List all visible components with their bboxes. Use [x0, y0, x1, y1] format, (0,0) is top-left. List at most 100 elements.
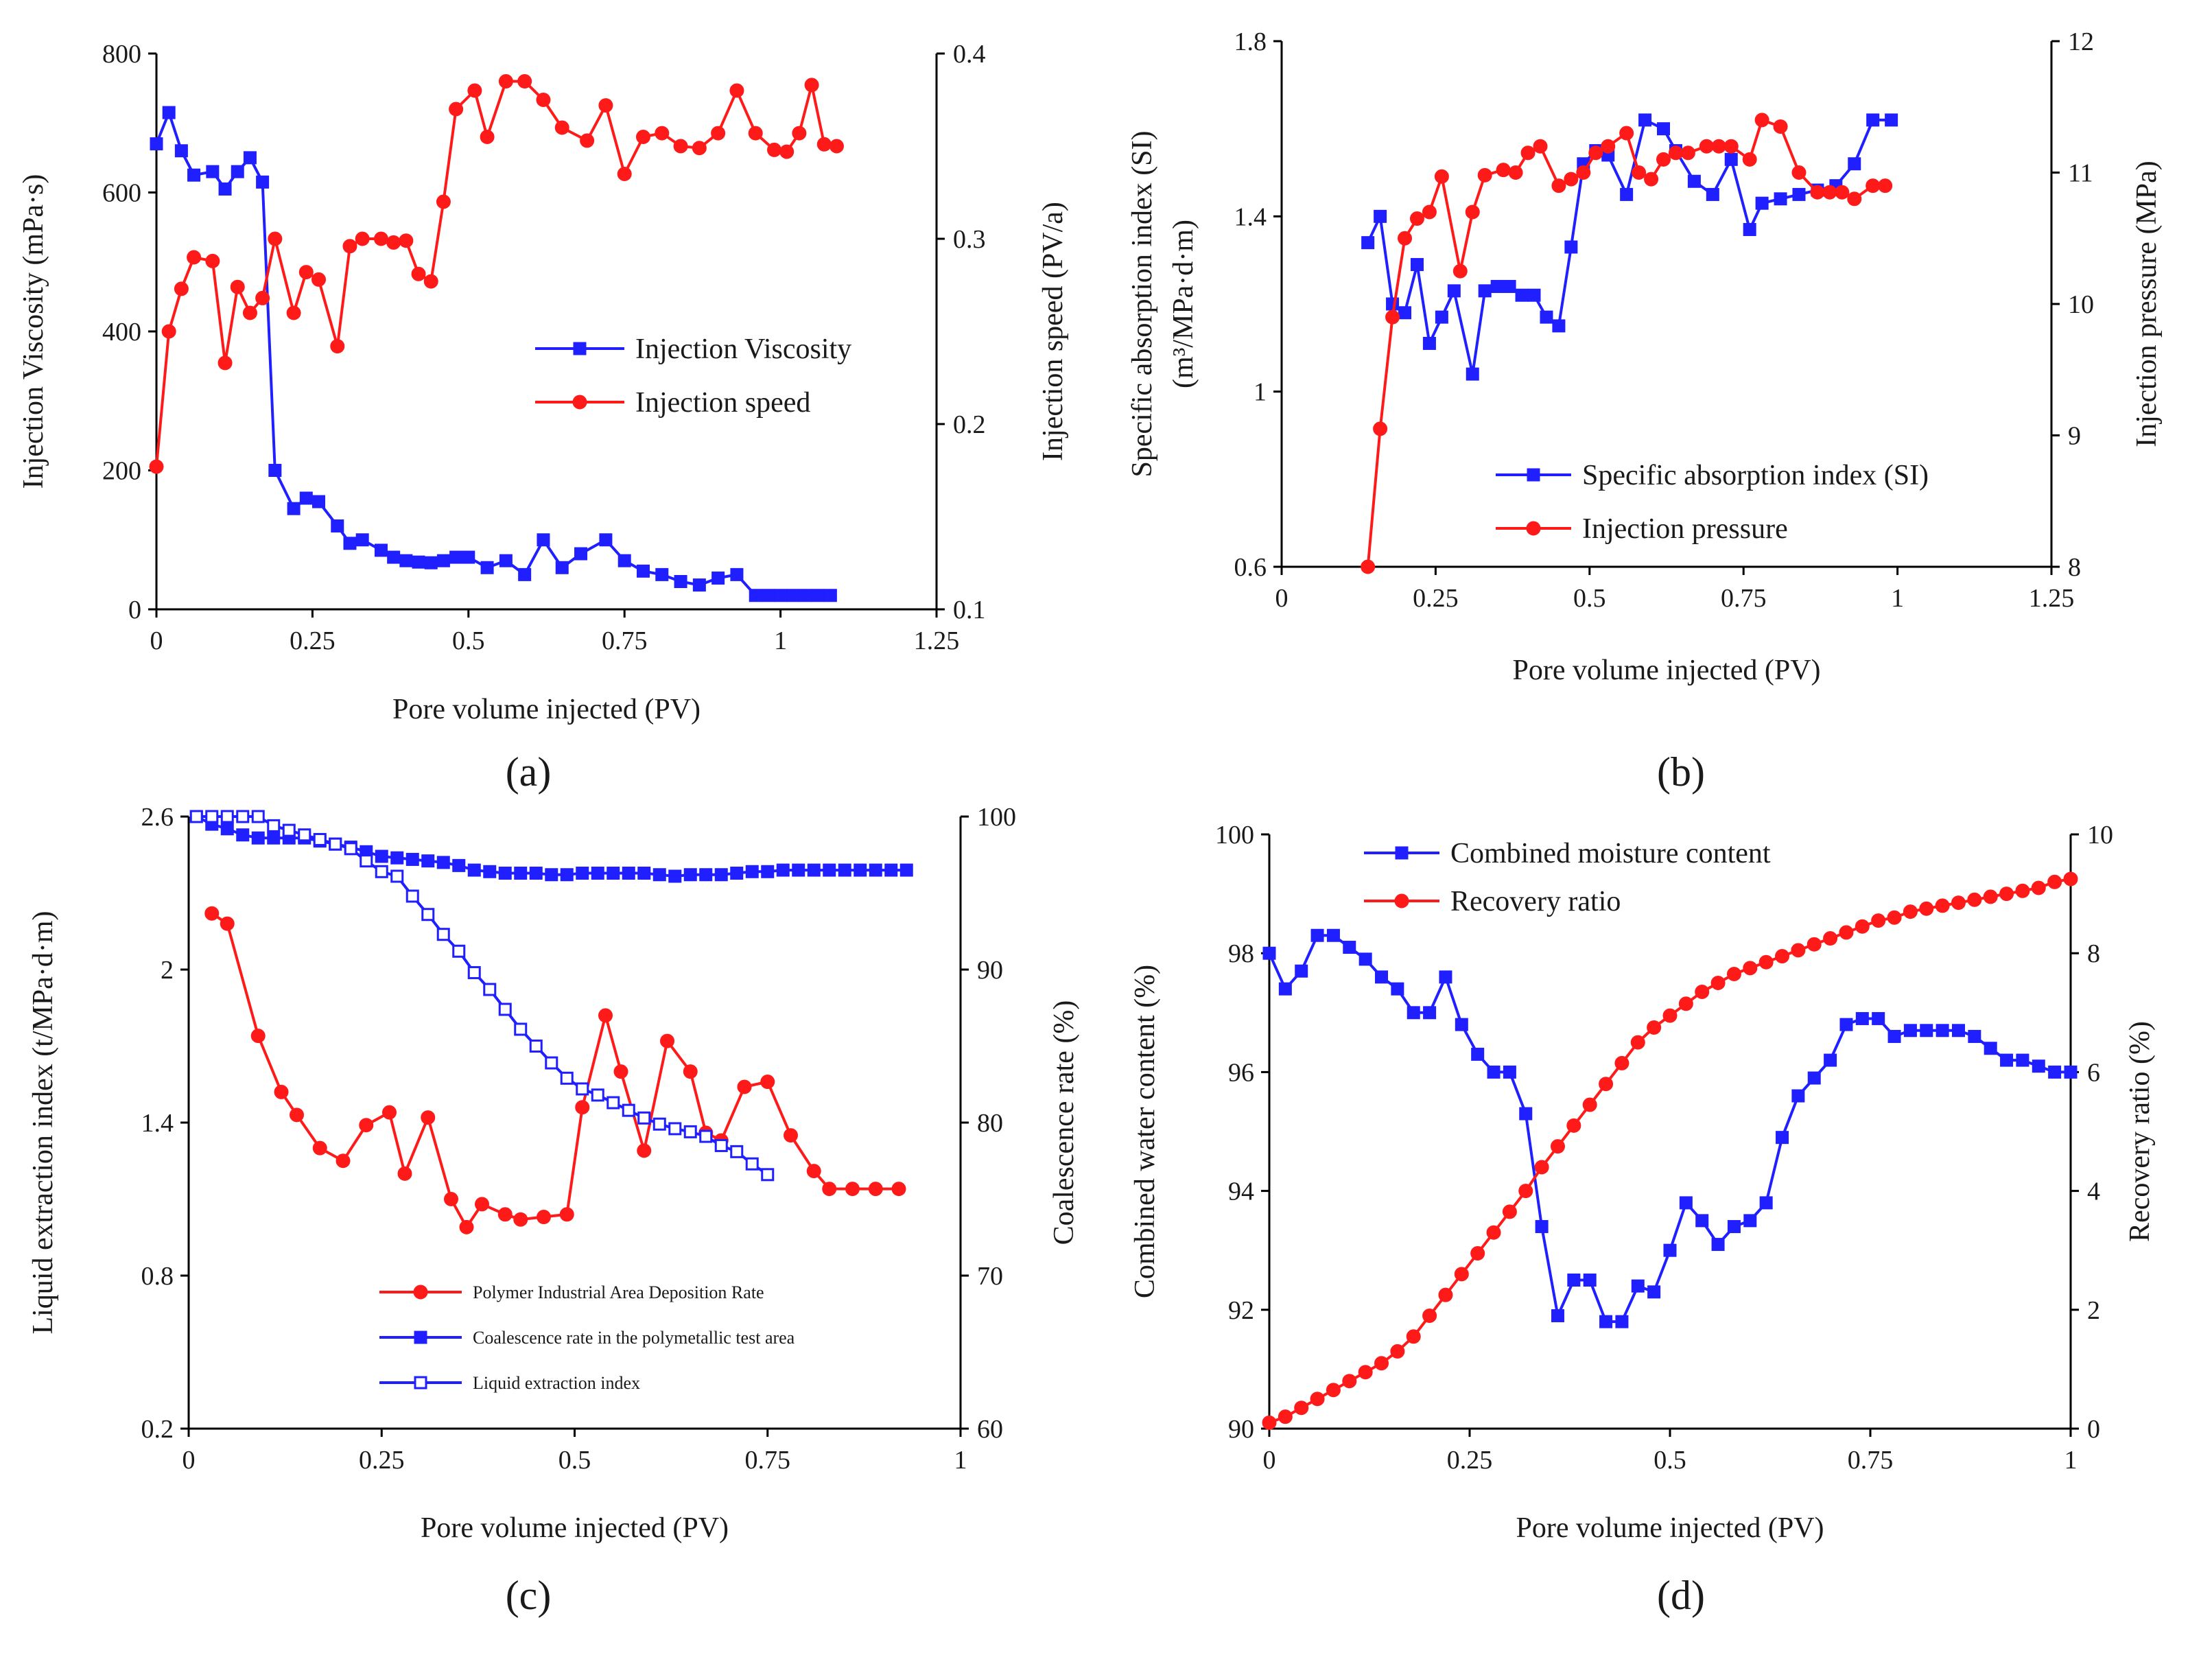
data-point	[854, 863, 867, 877]
data-point	[711, 126, 726, 141]
data-point	[599, 533, 613, 547]
data-point	[268, 231, 283, 246]
data-point	[761, 865, 775, 878]
data-point	[1680, 145, 1695, 161]
data-point	[1326, 928, 1340, 942]
data-point	[560, 1071, 574, 1085]
x-tick-label: 1	[1891, 584, 1904, 613]
data-point	[1835, 185, 1850, 200]
data-point	[312, 1140, 327, 1156]
data-point	[576, 867, 589, 880]
data-point	[343, 537, 357, 550]
data-point	[591, 1088, 604, 1102]
data-point	[467, 863, 481, 877]
data-point	[397, 1166, 412, 1181]
data-point	[382, 1105, 397, 1120]
y-left-tick-label: 2	[161, 956, 174, 985]
data-point	[243, 151, 257, 165]
x-tick-label: 0.25	[359, 1446, 405, 1475]
data-point	[1695, 1214, 1709, 1228]
x-tick-label: 0.75	[1721, 584, 1767, 613]
data-point	[286, 305, 301, 320]
data-point	[823, 863, 836, 877]
data-point	[217, 355, 233, 371]
y-left-tick-label: 96	[1228, 1058, 1254, 1087]
data-point	[761, 589, 775, 602]
y-left-tick-label: 400	[102, 318, 141, 347]
data-point	[256, 175, 270, 189]
data-point	[399, 233, 414, 248]
data-point	[1407, 1006, 1420, 1020]
data-point	[1410, 258, 1424, 272]
legend-label: Injection Viscosity	[635, 333, 851, 365]
data-point	[729, 83, 744, 98]
data-point	[475, 1197, 489, 1212]
y-right-axis-title: Recovery ratio (%)	[2124, 1021, 2156, 1242]
data-point	[1361, 236, 1375, 250]
panel-b: 0 0.25 0.5 0.75 1 1.25 0.6 1 1.4 1.8 8 9 10 11 12 Pore …	[1127, 27, 2163, 795]
data-point	[1887, 1029, 1901, 1043]
data-point	[749, 589, 762, 602]
data-point	[786, 589, 800, 602]
data-point	[1533, 139, 1548, 154]
data-point	[449, 102, 464, 117]
data-point	[668, 1122, 682, 1136]
data-point	[899, 863, 913, 877]
d-axes: 0 0.25 0.5 0.75 1 90 92 94 96 98 100 0 2 4 6 8 10	[1215, 821, 2113, 1475]
data-point	[423, 274, 438, 289]
y-left-axis-title: Liquid extraction index (t/MPa·d·m)	[27, 911, 59, 1334]
data-point	[1638, 113, 1652, 127]
data-point	[1515, 288, 1529, 302]
data-point	[329, 837, 342, 851]
data-point	[1564, 240, 1578, 254]
data-point	[1866, 178, 1881, 194]
data-point	[518, 567, 532, 581]
data-point	[2064, 1065, 2078, 1079]
data-point	[1535, 1220, 1549, 1234]
data-point	[1490, 279, 1504, 293]
data-point	[1434, 169, 1449, 184]
x-tick-label: 0.25	[290, 626, 336, 655]
legend-swatch-marker	[414, 1376, 427, 1390]
a-axes: 0 0.25 0.5 0.75 1 1.25 0 200 400 600 800 0.1 0.2 0.3 0…	[102, 40, 986, 655]
data-point	[1454, 1267, 1469, 1282]
data-point	[1823, 931, 1838, 946]
data-point	[1534, 1160, 1549, 1175]
panel-label: (c)	[506, 1573, 552, 1618]
data-point	[1919, 901, 1934, 916]
data-point	[1620, 187, 1634, 201]
data-point	[1855, 1011, 1869, 1025]
y-left-axis-unit: (m³/MPa·d·m)	[1168, 220, 1199, 388]
x-tick-label: 1	[774, 626, 787, 655]
x-axis-title: Pore volume injected (PV)	[1516, 1512, 1824, 1544]
series-d-1	[1262, 871, 2078, 1430]
data-point	[1773, 119, 1788, 134]
data-point	[1423, 1006, 1437, 1020]
x-tick-label: 1.25	[2029, 584, 2075, 613]
data-point	[330, 339, 345, 354]
data-point	[462, 550, 475, 564]
data-point	[299, 491, 313, 505]
panel-d: 0 0.25 0.5 0.75 1 90 92 94 96 98 100 0 2 4 6 8 10 Pore vo…	[1129, 821, 2156, 1618]
data-point	[390, 869, 404, 883]
data-point	[622, 867, 635, 880]
x-tick-label: 0.5	[1573, 584, 1606, 613]
data-point	[311, 495, 325, 508]
data-point	[1847, 191, 1862, 207]
y-right-tick-label: 80	[977, 1109, 1003, 1138]
data-point	[242, 305, 257, 320]
data-point	[1822, 185, 1837, 200]
legend-swatch-marker	[1527, 468, 1540, 482]
data-point	[655, 567, 669, 581]
data-point	[344, 842, 357, 856]
y-right-tick-label: 0.2	[953, 410, 986, 439]
data-point	[231, 165, 244, 178]
data-point	[421, 854, 435, 868]
data-point	[730, 567, 744, 581]
data-point	[1630, 1035, 1645, 1050]
y-left-axis-title: Specific absorption index (SI)	[1127, 130, 1158, 477]
data-point	[868, 1182, 883, 1197]
data-point	[1644, 172, 1659, 187]
data-point	[1599, 1315, 1613, 1328]
